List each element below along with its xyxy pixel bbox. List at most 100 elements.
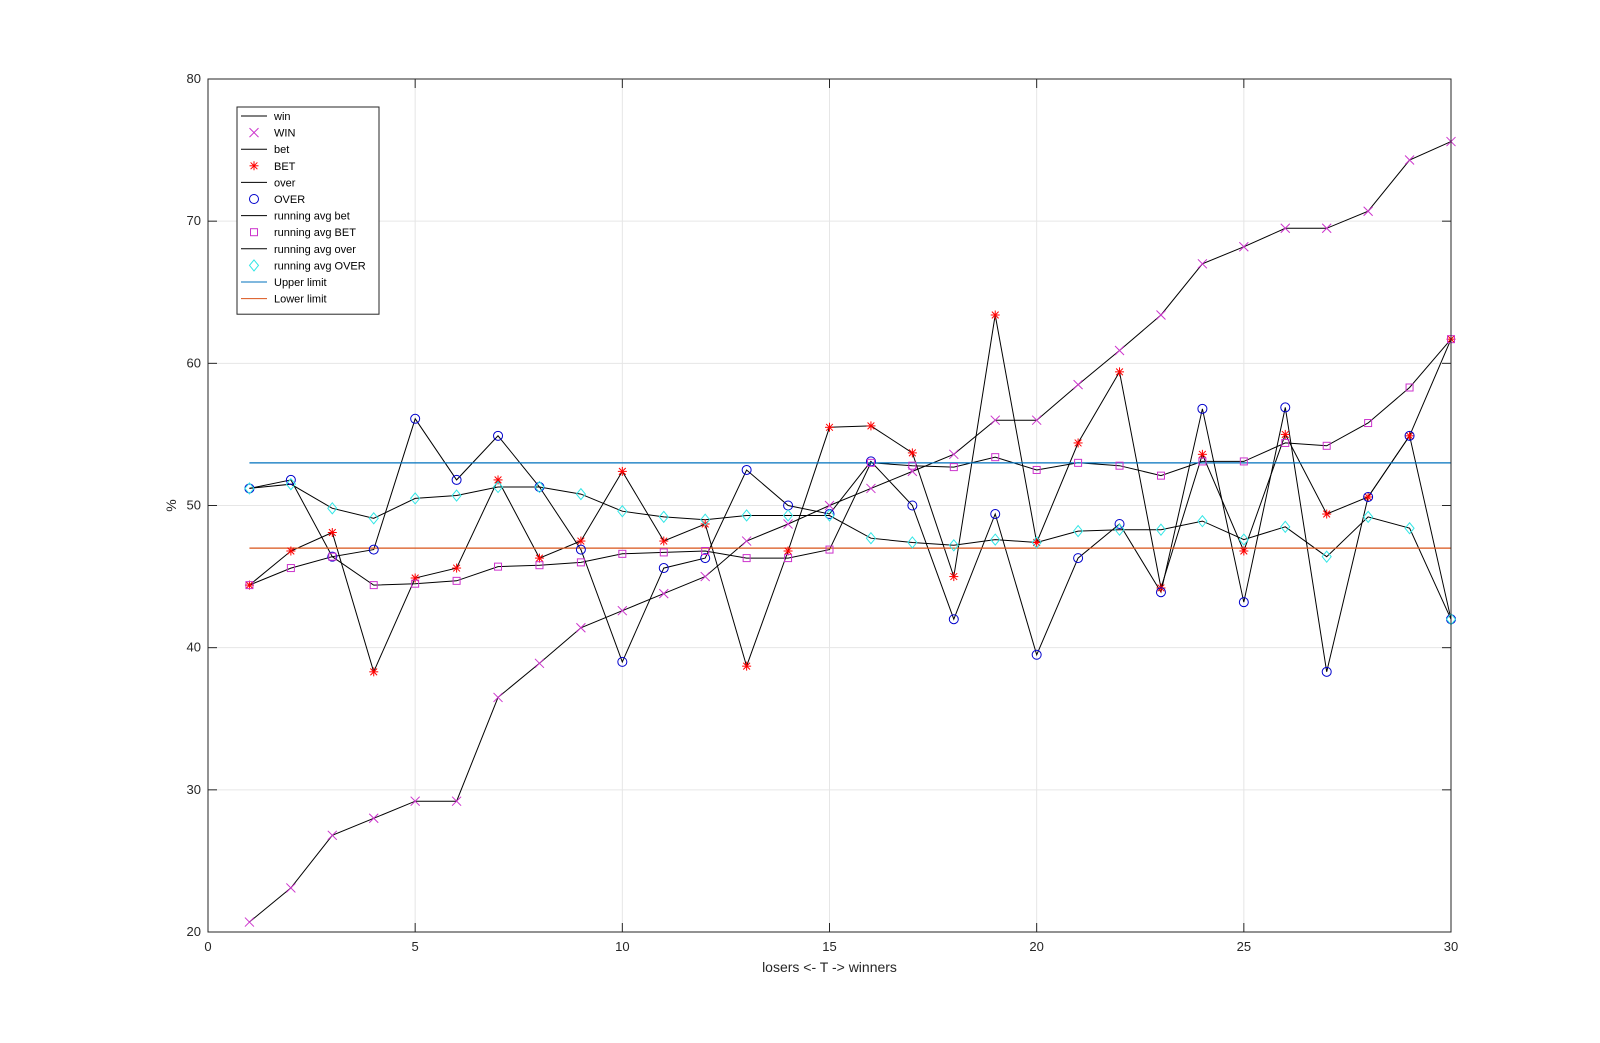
series-win — [249, 141, 1452, 923]
data-point-running-avg-bet — [535, 561, 544, 570]
data-point-running-avg-over — [948, 539, 959, 552]
axis-ticks: 0 5 10 15 20 25 30 20 30 40 50 60 70 80 — [187, 71, 1459, 954]
marker-stroke — [1073, 379, 1083, 390]
x-tick-label: 20 — [1029, 939, 1043, 954]
series-line-win — [249, 141, 1452, 923]
marker-stroke — [249, 127, 259, 138]
data-point-win — [534, 658, 545, 669]
data-point-bet — [1197, 449, 1207, 459]
data-point-running-avg-over — [327, 502, 338, 515]
marker-stroke — [784, 547, 792, 555]
marker-stroke — [660, 537, 668, 545]
data-point-running-avg-bet — [369, 581, 378, 590]
data-point-win — [866, 483, 876, 494]
y-tick-label: 40 — [187, 640, 201, 655]
data-point-bet — [907, 448, 917, 458]
marker-stroke — [617, 605, 628, 616]
data-point-over — [410, 413, 421, 424]
data-point-over — [658, 563, 669, 574]
legend-marker-swatch — [248, 259, 260, 272]
data-point-win — [1363, 206, 1373, 217]
legend-label: Upper limit — [274, 277, 327, 289]
data-point-over — [990, 509, 1001, 520]
data-point-running-avg-over — [1197, 514, 1208, 528]
data-point-bet — [659, 536, 669, 546]
legend-label: running avg OVER — [274, 260, 366, 272]
data-point-running-avg-over — [410, 492, 421, 505]
x-tick-label: 15 — [822, 939, 836, 954]
legend-marker-swatch — [249, 127, 259, 138]
data-point-running-avg-over — [1238, 533, 1249, 546]
x-axis-label: losers <- T -> winners — [762, 959, 897, 975]
marker-stroke — [1364, 493, 1372, 501]
marker-stroke — [327, 830, 338, 841]
marker-stroke — [1240, 547, 1248, 555]
series-running-avg-over — [244, 477, 1457, 626]
y-tick-label: 30 — [187, 782, 201, 797]
marker-stroke — [1363, 206, 1373, 217]
data-point-running-avg-over — [1280, 520, 1291, 534]
data-point-win — [1114, 345, 1125, 356]
data-point-over — [327, 551, 338, 562]
data-point-win — [1238, 241, 1249, 252]
data-point-over — [741, 464, 752, 475]
data-point-win — [576, 622, 586, 633]
marker-stroke — [948, 449, 959, 460]
marker-stroke — [1321, 223, 1332, 234]
data-point-running-avg-over — [451, 489, 462, 502]
series-bet — [249, 314, 1452, 674]
data-point-running-avg-over — [658, 510, 669, 524]
marker-stroke — [535, 554, 544, 562]
data-point-bet — [866, 421, 876, 431]
data-point-win — [286, 883, 296, 893]
data-point-running-avg-over — [617, 504, 628, 518]
data-point-running-avg-over — [700, 513, 711, 527]
data-point-running-avg-over — [907, 536, 918, 549]
marker-stroke — [1405, 432, 1414, 440]
legend-item: Upper limit — [241, 277, 327, 289]
x-tick-label: 5 — [412, 939, 419, 954]
legend-marker-swatch — [250, 228, 258, 237]
data-point-bet — [1363, 492, 1373, 502]
marker-stroke — [494, 476, 502, 484]
data-point-bet — [576, 536, 586, 546]
data-point-over — [451, 474, 462, 485]
data-point-bet — [369, 667, 379, 677]
data-point-running-avg-bet — [991, 453, 1000, 462]
legend-label: running avg bet — [274, 211, 350, 223]
series-line-running-avg-bet — [249, 338, 1452, 586]
x-tick-label: 25 — [1237, 939, 1251, 954]
legend-label: running avg BET — [274, 227, 356, 239]
x-tick-label: 30 — [1444, 939, 1458, 954]
legend-label: bet — [274, 144, 289, 156]
marker-stroke — [783, 519, 793, 529]
series-running-avg-over — [249, 483, 1452, 620]
series-win — [244, 136, 1456, 927]
data-point-bet — [617, 466, 627, 476]
marker-stroke — [1280, 223, 1291, 234]
data-point-bet — [1032, 537, 1042, 547]
data-point-bet — [1322, 509, 1332, 519]
data-point-over — [285, 474, 296, 485]
marker-stroke — [1404, 155, 1415, 165]
data-point-win — [1156, 310, 1166, 320]
legend-label: running avg over — [274, 244, 356, 256]
data-point-win — [1197, 258, 1208, 269]
marker-stroke — [410, 796, 421, 807]
marker-stroke — [700, 571, 711, 582]
marker-stroke — [991, 311, 999, 319]
legend-item: bet — [241, 144, 289, 156]
data-point-running-avg-over — [865, 531, 877, 545]
legend-label: BET — [274, 161, 296, 173]
data-point-over — [1321, 666, 1332, 677]
data-point-running-avg-over — [1321, 550, 1332, 563]
data-point-running-avg-over — [782, 509, 794, 522]
y-axis-label: % — [163, 499, 179, 511]
data-point-bet — [327, 528, 337, 538]
data-point-win — [741, 536, 752, 546]
data-point-running-avg-bet — [659, 548, 668, 557]
data-point-over — [1073, 553, 1084, 564]
legend-item: running avg BET — [250, 227, 356, 239]
series-line-bet — [249, 314, 1452, 674]
data-point-running-avg-bet — [742, 554, 751, 563]
